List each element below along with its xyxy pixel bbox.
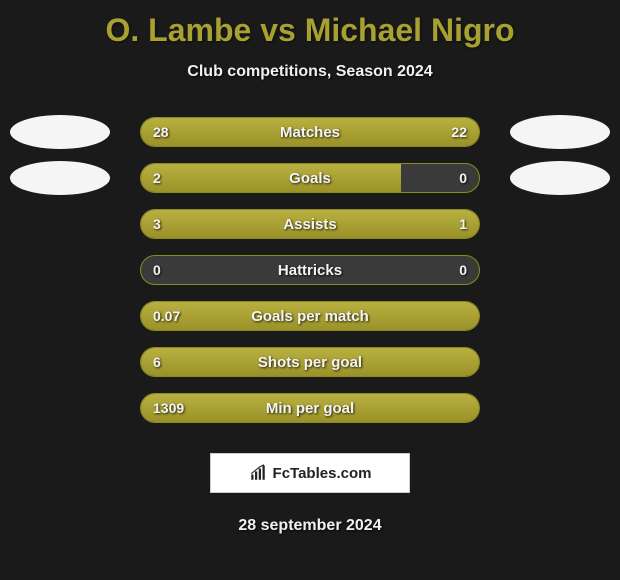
chart-icon [249, 464, 267, 482]
player-right-marker [510, 161, 610, 195]
stat-bar-left-fill [141, 210, 395, 238]
stat-bar-right-fill [395, 210, 480, 238]
stat-bar: 20Goals [140, 163, 480, 193]
stat-value-left: 0 [153, 256, 161, 284]
player-left-marker [10, 115, 110, 149]
stat-bar-right-fill [330, 118, 479, 146]
stat-bar: 0.07Goals per match [140, 301, 480, 331]
stat-bar-left-fill [141, 164, 401, 192]
date-label: 28 september 2024 [0, 517, 620, 535]
stat-row: 0.07Goals per match [0, 293, 620, 339]
stat-row: 1309Min per goal [0, 385, 620, 431]
stat-bar: 31Assists [140, 209, 480, 239]
stat-bar-left-fill [141, 348, 479, 376]
stat-value-right: 0 [459, 256, 467, 284]
stat-value-right: 0 [459, 164, 467, 192]
stat-row: 6Shots per goal [0, 339, 620, 385]
watermark[interactable]: FcTables.com [210, 453, 410, 493]
stat-row: 31Assists [0, 201, 620, 247]
stat-bar-left-fill [141, 118, 330, 146]
stat-bar: 0 0Hattricks [140, 255, 480, 285]
player-left-marker [10, 161, 110, 195]
stat-bar-left-fill [141, 302, 479, 330]
page-title: O. Lambe vs Michael Nigro [0, 0, 620, 49]
stat-row: 0 0Hattricks [0, 247, 620, 293]
stat-bar: 2822Matches [140, 117, 480, 147]
stats-container: 2822Matches20Goals31Assists00Hattricks0.… [0, 109, 620, 431]
stat-bar: 1309Min per goal [140, 393, 480, 423]
player-right-marker [510, 115, 610, 149]
watermark-text: FcTables.com [273, 465, 372, 482]
page-subtitle: Club competitions, Season 2024 [0, 63, 620, 81]
stat-bar: 6Shots per goal [140, 347, 480, 377]
stat-row: 20Goals [0, 155, 620, 201]
stat-label: Hattricks [141, 256, 479, 284]
stat-row: 2822Matches [0, 109, 620, 155]
stat-bar-left-fill [141, 394, 479, 422]
